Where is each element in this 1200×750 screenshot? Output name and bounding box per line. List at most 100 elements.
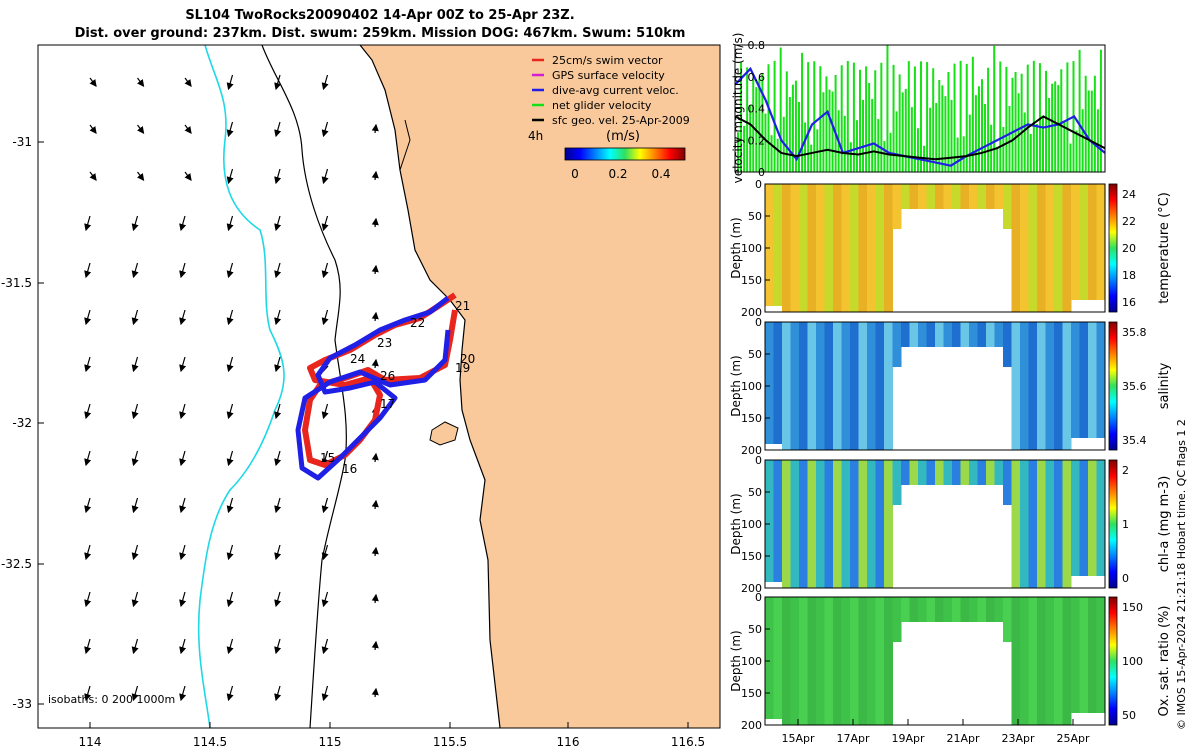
section-cell <box>824 460 834 588</box>
section-cell <box>892 597 902 642</box>
section-cell <box>824 184 834 312</box>
section-cell <box>799 322 808 450</box>
section-cell <box>977 597 987 622</box>
section-ylabel: Depth (m) <box>729 630 743 691</box>
section-cell <box>935 597 944 622</box>
section-cell <box>1062 322 1072 450</box>
section-cell <box>1020 322 1029 450</box>
current-vector-arrow <box>371 687 379 698</box>
section-y-tick-label: 0 <box>755 591 762 604</box>
section-ylabel: Depth (m) <box>729 217 743 278</box>
section-cell <box>765 322 774 444</box>
current-vector-arrow <box>371 170 379 181</box>
current-vector-arrow <box>274 544 282 561</box>
current-vector-arrow <box>321 497 329 514</box>
section-cell <box>875 184 885 312</box>
map-cb-tick-label: 0.2 <box>608 167 627 181</box>
section-y-tick-label: 150 <box>741 274 762 287</box>
coastline <box>359 45 501 728</box>
section-cell <box>901 597 910 622</box>
current-vector-arrow <box>137 124 145 134</box>
section-cell <box>1096 184 1106 300</box>
section-cell <box>1037 184 1046 312</box>
section-cell <box>969 322 978 347</box>
current-vector-arrow <box>226 685 234 702</box>
current-vector-arrow <box>226 497 234 514</box>
glider-track <box>295 292 458 481</box>
isobath-1000m <box>197 45 285 728</box>
current-vector-arrow <box>131 497 139 514</box>
time-tick-label: 23Apr <box>1001 732 1035 745</box>
section-cell <box>790 597 800 725</box>
section-cell <box>824 322 834 450</box>
section-y-tick-label: 50 <box>748 210 762 223</box>
dive-avg-current-track <box>295 296 451 481</box>
section-cell <box>816 322 825 450</box>
current-vector-arrow <box>184 171 192 181</box>
current-vector-arrow <box>226 309 234 326</box>
section-cell <box>892 460 902 505</box>
section-cell <box>884 597 893 725</box>
day-label: 15 <box>320 451 335 465</box>
current-vector-arrow <box>321 168 329 185</box>
map-legend: 25cm/s swim vector GPS surface velocity di… <box>532 54 690 127</box>
current-vector-arrow <box>131 309 139 326</box>
vel-y-tick-label: 0.4 <box>748 103 766 116</box>
current-vector-arrow <box>274 450 282 467</box>
current-vector-arrow <box>226 74 234 91</box>
section-cell <box>824 597 834 725</box>
current-vector-arrow <box>131 215 139 232</box>
section-cell <box>1028 184 1038 312</box>
section-cell <box>867 460 876 588</box>
vel-y-tick-label: 0.2 <box>748 134 766 147</box>
section-cell <box>1071 322 1080 438</box>
section-y-tick-label: 150 <box>741 412 762 425</box>
velocity-panel: 0 0.2 0.4 0.6 0.8 velocity magnitude (m/s) <box>731 33 1106 183</box>
section-cell <box>1045 184 1055 312</box>
section-cell <box>901 184 910 209</box>
section-cell <box>782 460 791 588</box>
section-cell <box>833 184 842 312</box>
current-vector-arrow <box>371 499 379 510</box>
map-x-ticks: 114 114.5 115 115.5 116 116.5 <box>79 722 705 749</box>
section-cell <box>884 184 893 312</box>
section-cell <box>816 460 825 588</box>
section-cell <box>858 184 868 312</box>
isobaths-label: isobaths: 0 200 1000m <box>48 693 175 706</box>
current-vector-arrow <box>179 450 187 467</box>
section-cb-tick-label: 35.8 <box>1122 326 1147 339</box>
current-vector-arrow <box>179 262 187 279</box>
section-cb-tick-label: 0 <box>1122 572 1129 585</box>
section-cell <box>833 322 842 450</box>
current-vector-arrow <box>371 264 379 275</box>
current-vector-arrow <box>371 311 379 322</box>
section-cell <box>790 460 800 588</box>
current-vector-arrow <box>179 497 187 514</box>
map-x-tick-label: 116.5 <box>671 735 705 749</box>
section-cell <box>952 184 961 209</box>
current-vector-arrow <box>321 121 329 138</box>
section-cell <box>994 184 1004 209</box>
current-vector-arrow <box>131 403 139 420</box>
section-cell <box>790 322 800 450</box>
section-cell <box>816 184 825 312</box>
section-cell <box>1062 460 1072 588</box>
section-cell <box>799 184 808 312</box>
section-cell <box>1011 597 1021 725</box>
section-cell <box>884 322 893 450</box>
map-colorbar-ticks: 0 0.2 0.4 <box>571 167 670 181</box>
map-x-tick-label: 116 <box>557 735 580 749</box>
current-vector-arrow <box>226 168 234 185</box>
section-cell <box>994 597 1004 622</box>
current-vector-arrow <box>321 215 329 232</box>
current-vector-arrow <box>84 450 92 467</box>
section-cell <box>977 460 987 485</box>
section-cell <box>1054 184 1063 312</box>
section-cell <box>841 460 851 588</box>
current-vector-arrow <box>84 309 92 326</box>
current-vector-arrow <box>274 685 282 702</box>
section-cell <box>918 184 927 209</box>
current-vector-arrow <box>274 403 282 420</box>
